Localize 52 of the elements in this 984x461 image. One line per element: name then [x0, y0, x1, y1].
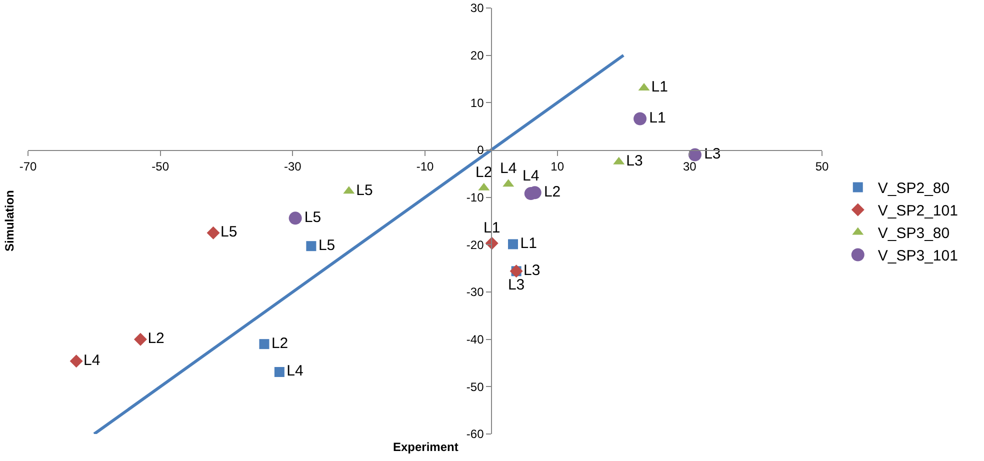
data-label: L4: [286, 362, 304, 380]
point: [688, 148, 702, 162]
y-tick-label: -20: [466, 238, 484, 252]
x-axis-title: Experiment: [393, 440, 458, 454]
y-axis-title: Simulation: [2, 190, 16, 252]
data-label: L1: [520, 234, 537, 252]
data-label: L2: [271, 334, 288, 352]
y-tick-label: -40: [466, 332, 484, 347]
data-label: L1: [483, 219, 500, 236]
point: [70, 354, 83, 368]
x-tick-label: -10: [416, 159, 434, 174]
y-tick-label: 20: [470, 48, 484, 63]
y-tick-label: -50: [466, 380, 484, 394]
x-tick-label: -70: [19, 159, 37, 174]
y-tick-label: -10: [466, 190, 484, 205]
y-tick-label: 30: [470, 1, 484, 16]
point: [508, 239, 518, 250]
legend-label: V_SP3_80: [878, 225, 950, 242]
x-tick-label: -50: [152, 159, 170, 174]
y-tick-label: 0: [477, 143, 484, 158]
data-label: L2: [148, 330, 164, 348]
legend-label: V_SP2_80: [878, 180, 950, 198]
data-label: L2: [544, 183, 561, 200]
point: [306, 241, 316, 252]
y-tick-label: 10: [470, 96, 484, 110]
data-label: L4: [84, 352, 100, 369]
point: [206, 226, 220, 240]
x-tick-label: -30: [284, 159, 302, 174]
data-label: L2: [476, 164, 492, 181]
data-label: L4: [500, 160, 517, 178]
data-label: L1: [651, 78, 668, 96]
data-label: L5: [356, 182, 373, 199]
x-tick-label: 30: [682, 159, 697, 174]
y-tick-label: -60: [466, 427, 484, 442]
data-label: L4: [522, 168, 540, 185]
data-label: L1: [649, 110, 666, 127]
y-tick-label: -30: [466, 285, 484, 300]
point: [288, 212, 302, 225]
x-tick-label: 50: [815, 159, 829, 174]
data-label: L5: [220, 224, 238, 241]
legend-label: V_SP2_101: [878, 202, 958, 220]
data-label: L3: [508, 276, 525, 294]
data-label: L3: [626, 152, 643, 170]
point: [634, 112, 647, 126]
data-label: L5: [318, 236, 336, 254]
point: [259, 339, 270, 350]
legend-label: V_SP3_101: [878, 248, 958, 265]
point: [274, 366, 284, 377]
data-label: L3: [524, 262, 540, 279]
point: [134, 332, 147, 346]
x-tick-label: 10: [550, 159, 564, 174]
data-label: L5: [304, 208, 322, 226]
